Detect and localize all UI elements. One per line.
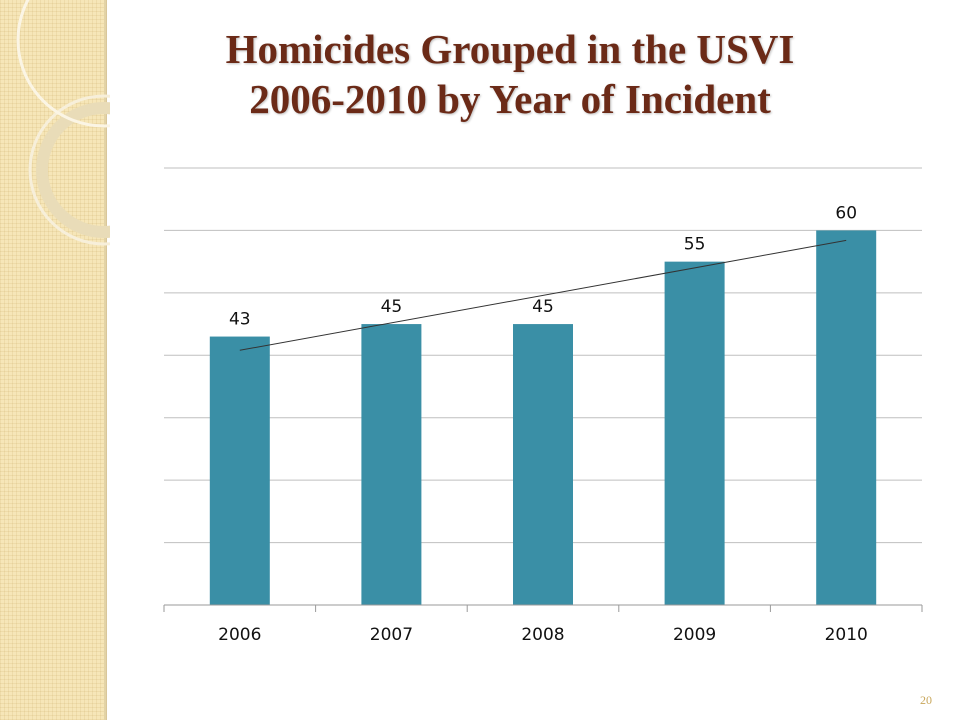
data-label-2006: 43 xyxy=(229,310,251,330)
x-tick-label-2009: 2009 xyxy=(673,625,716,645)
x-tick-label-2008: 2008 xyxy=(521,625,564,645)
x-axis: 2006 2007 2008 2009 2010 xyxy=(163,604,923,645)
sidebar-divider xyxy=(104,0,106,720)
title-line-2: 2006-2010 by Year of Incident xyxy=(249,76,771,122)
bar-2006 xyxy=(209,336,270,605)
decorative-ring-lower xyxy=(36,102,110,238)
data-label-2007: 45 xyxy=(381,297,403,317)
slide-number: 20 xyxy=(920,693,932,707)
bar-2007 xyxy=(361,324,422,605)
slide-title: Homicides Grouped in the USVI 2006-2010 … xyxy=(160,24,860,124)
trendline xyxy=(239,239,847,351)
x-tick-label-2007: 2007 xyxy=(370,625,413,645)
grid-lines xyxy=(164,167,922,544)
data-label-2010: 60 xyxy=(835,203,857,223)
title-line-1: Homicides Grouped in the USVI xyxy=(225,26,795,72)
bars xyxy=(209,230,877,605)
trendline-group xyxy=(239,239,847,351)
data-label-2009: 55 xyxy=(684,235,706,255)
decorative-sidebar xyxy=(0,0,107,720)
x-tick-label-2010: 2010 xyxy=(825,625,868,645)
decorative-rings xyxy=(16,0,110,246)
bar-2008 xyxy=(513,324,573,605)
bar-2009 xyxy=(664,261,725,605)
x-tick-label-2006: 2006 xyxy=(218,625,261,645)
data-label-2008: 45 xyxy=(532,297,554,317)
bar-2010 xyxy=(816,230,877,605)
decorative-ring-upper xyxy=(16,0,110,128)
data-labels: 43 45 45 55 60 xyxy=(229,203,857,329)
decorative-ring-lower-outline xyxy=(28,94,110,246)
